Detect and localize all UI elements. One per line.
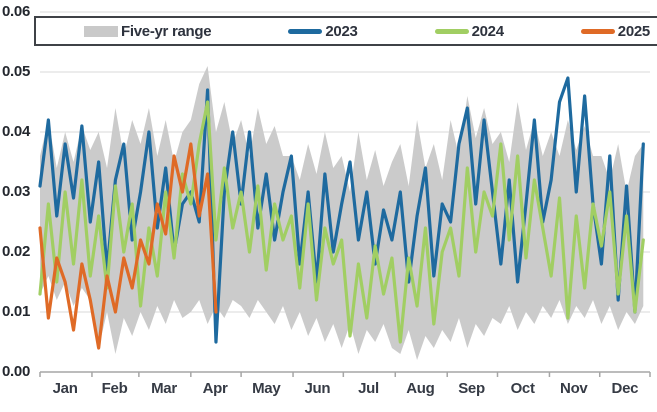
y-axis-label: 0.03: [2, 183, 30, 200]
x-axis-label-may: May: [252, 380, 281, 397]
x-axis-label-sep: Sep: [458, 380, 485, 397]
series-line-2024: [38, 100, 645, 344]
x-axis-label-mar: Mar: [151, 380, 177, 397]
x-axis-label-dec: Dec: [611, 380, 639, 397]
legend-item-2025: 2025: [580, 22, 650, 40]
y-axis-label: 0.02: [2, 243, 30, 260]
series-line-2025: [38, 142, 218, 350]
line-2023-swatch-icon: [288, 28, 323, 34]
legend: Five-yr range 2023 2024 2025: [34, 16, 657, 46]
y-axis-label: 0.05: [2, 63, 30, 80]
x-axis-label-apr: Apr: [202, 380, 228, 397]
x-axis-label-oct: Oct: [510, 380, 535, 397]
x-axis-label-jan: Jan: [52, 380, 78, 397]
line-2025-swatch-icon: [580, 28, 615, 34]
y-axis-label: 0.01: [2, 303, 30, 320]
legend-label: Five-yr range: [121, 22, 212, 40]
legend-label: 2024: [471, 22, 504, 40]
legend-item-2023: 2023: [288, 22, 358, 40]
x-axis-label-nov: Nov: [560, 380, 588, 397]
five-yr-range-swatch-icon: [84, 25, 118, 37]
line-2024-swatch-icon: [434, 28, 469, 34]
x-axis-label-feb: Feb: [101, 380, 128, 397]
legend-item-five-yr-range: Five-yr range: [84, 22, 212, 40]
x-axis-label-aug: Aug: [406, 380, 435, 397]
y-axis-label: 0.00: [2, 363, 30, 380]
x-axis-label-jun: Jun: [304, 380, 331, 397]
legend-item-2024: 2024: [434, 22, 504, 40]
y-axis-label: 0.04: [2, 123, 30, 140]
legend-label: 2025: [617, 22, 650, 40]
y-axis-label: 0.06: [2, 3, 30, 20]
x-axis-label-jul: Jul: [358, 380, 379, 397]
legend-label: 2023: [325, 22, 358, 40]
